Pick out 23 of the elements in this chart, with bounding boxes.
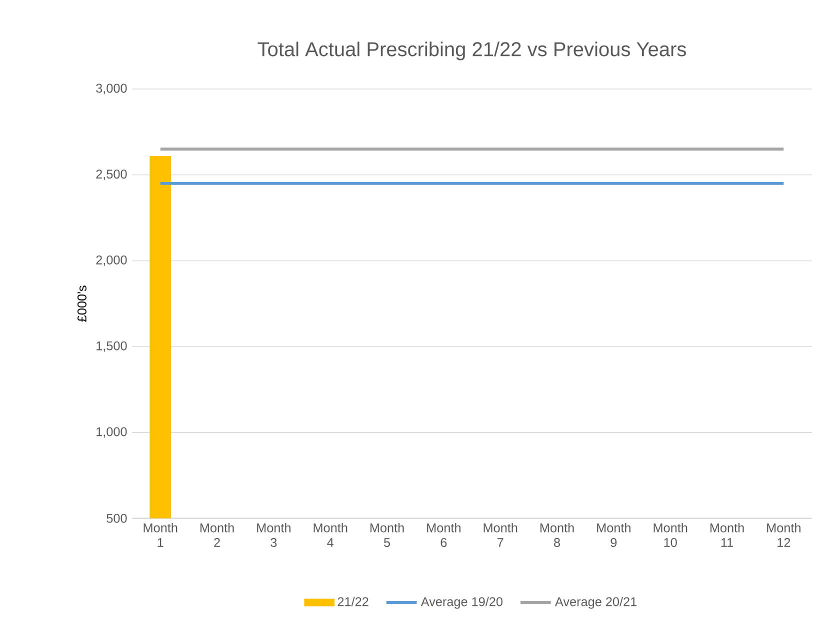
x-tick-label: Month 5 [370,523,404,547]
y-tick-label: 2,500 [96,170,127,180]
x-tick-label: Month 2 [200,523,234,547]
y-tick-label: 1,000 [96,427,127,438]
x-tick-label: Month 11 [710,523,744,547]
y-tick-label: 3,000 [96,84,127,94]
y-tick-label: 1,500 [96,341,127,352]
chart-title: Total Actual Prescribing 21/22 vs Previous Years [258,42,686,60]
x-tick-label: Month 10 [654,523,688,547]
x-tick-label: Month 4 [314,523,348,547]
x-tick-label: Month 7 [484,523,518,547]
legend-label: Average 20/21 [554,596,636,609]
legend-label: 21/22 [338,596,368,606]
x-tick-label: Month 9 [597,523,630,547]
y-axis-title: £000's [77,286,86,322]
x-tick-label: Month 12 [767,523,800,547]
y-tick-label: 500 [106,514,127,523]
y-tick-label: 2,000 [96,255,127,266]
x-tick-label: Month 3 [257,523,290,547]
x-tick-label: Month 8 [540,523,574,547]
x-tick-label: Month 6 [427,523,460,547]
x-tick-label: Month 1 [144,523,178,547]
legend-label: Average 19/20 [420,596,502,609]
